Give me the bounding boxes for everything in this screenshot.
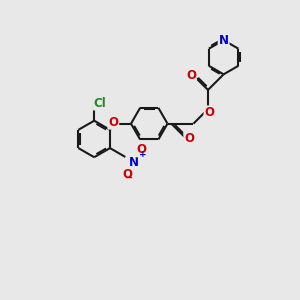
Text: O: O	[108, 116, 118, 129]
Text: O: O	[205, 106, 214, 119]
Text: N: N	[219, 34, 229, 47]
Text: O: O	[186, 69, 196, 82]
Text: −: −	[125, 173, 133, 183]
Text: O: O	[184, 132, 194, 145]
Text: Cl: Cl	[94, 97, 106, 110]
Text: +: +	[139, 150, 147, 159]
Text: O: O	[136, 143, 146, 156]
Text: O: O	[122, 168, 132, 181]
Text: N: N	[129, 156, 139, 169]
